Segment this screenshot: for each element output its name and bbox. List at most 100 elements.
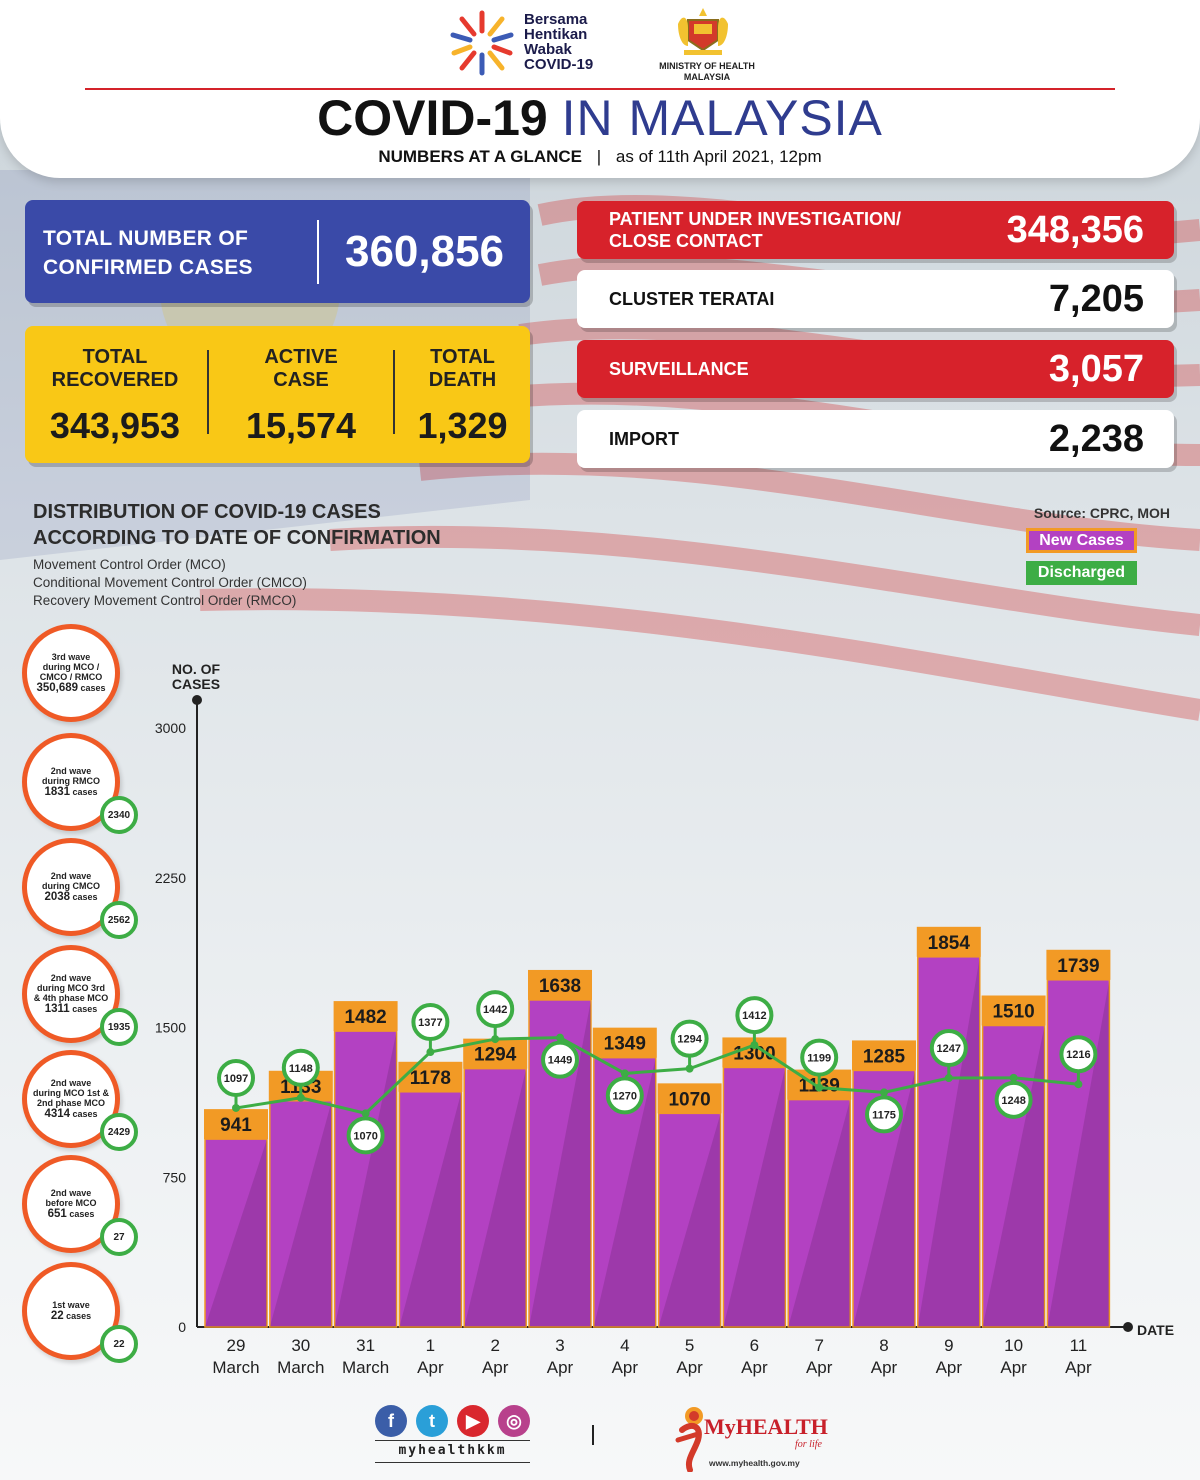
wave-label: 2nd wave [50, 766, 92, 776]
discharged-marker [735, 996, 774, 1035]
bar-label-bg [333, 1001, 398, 1032]
x-tick-label: March [212, 1358, 259, 1377]
discharged-value-label: 1097 [224, 1073, 248, 1085]
ministry-label: MINISTRY OF HEALTH MALAYSIA [640, 61, 774, 83]
discharged-value-label: 1412 [742, 1010, 766, 1022]
x-tick-label: 1 [426, 1336, 435, 1355]
bar-shade [788, 1099, 851, 1327]
x-tick-label: Apr [547, 1358, 574, 1377]
x-tick-label: Apr [676, 1358, 703, 1377]
wave-circle: 2nd wave during CMCO 2038 cases [22, 838, 120, 936]
discharged-value-label: 1199 [807, 1053, 831, 1065]
facebook-icon[interactable]: f [375, 1405, 407, 1437]
discharged-value-label: 1270 [613, 1090, 637, 1102]
bar-new-cases [657, 1112, 722, 1328]
cluster-value: 7,205 [1048, 277, 1144, 320]
chart-title: DISTRIBUTION OF COVID-19 CASES ACCORDING… [33, 499, 493, 551]
confirmed-label: TOTAL NUMBER OF CONFIRMED CASES [43, 224, 293, 282]
bar-value-label: 1294 [474, 1045, 517, 1066]
source-label: Source: CPRC, MOH [1033, 505, 1170, 521]
page-subtitle: NUMBERS AT A GLANCE | as of 11th April 2… [0, 147, 1200, 167]
discharged-value-label: 1070 [353, 1130, 377, 1142]
title-malaysia: IN MALAYSIA [561, 90, 883, 146]
twitter-icon[interactable]: t [416, 1405, 448, 1437]
pui-card: PATIENT UNDER INVESTIGATION/ CLOSE CONTA… [577, 201, 1174, 259]
discharged-marker [605, 1076, 644, 1115]
x-tick-label: 31 [356, 1336, 375, 1355]
discharged-value-label: 1442 [483, 1004, 507, 1016]
y-tick-label: 1500 [155, 1020, 186, 1036]
wave-label: 1st wave [52, 1300, 90, 1310]
bar-label-bg [852, 1040, 916, 1071]
cases-bar-chart: NO. OFCASESDATE075015002250300094129Marc… [155, 661, 1174, 1377]
discharged-marker [217, 1058, 255, 1097]
discharged-value-label: 1216 [1066, 1049, 1090, 1061]
myhealth-url[interactable]: www.myhealth.gov.my [709, 1458, 800, 1468]
wave-case-unit: cases [66, 1209, 95, 1219]
wave-label: 2nd wave [50, 871, 92, 881]
divider [375, 1462, 530, 1463]
x-tick-label: Apr [806, 1358, 833, 1377]
bar-shade [205, 1139, 267, 1327]
bar-label-bg [592, 1027, 657, 1058]
bar-new-cases [722, 1066, 787, 1328]
social-icons: f t ▶ ◎ [375, 1405, 530, 1445]
discharged-marker [670, 1019, 709, 1058]
discharged-marker [346, 1116, 385, 1155]
bar-new-cases [463, 1067, 527, 1328]
discharged-marker [541, 1040, 579, 1079]
brand-tagline: for life [795, 1439, 822, 1450]
wave-label: before MCO [45, 1198, 97, 1208]
wave-label: 2nd wave [50, 1078, 92, 1088]
bar-shade [853, 1070, 915, 1327]
confirmed-cases-card: TOTAL NUMBER OF CONFIRMED CASES 360,856 [25, 200, 530, 303]
wave-label: 2nd phase MCO [36, 1098, 105, 1108]
x-tick-label: 30 [291, 1336, 310, 1355]
bar-label-bg [981, 995, 1046, 1026]
x-tick-label: Apr [1065, 1358, 1092, 1377]
bar-value-label: 1739 [1057, 956, 1099, 977]
youtube-icon[interactable]: ▶ [457, 1405, 489, 1437]
wave-case-unit: cases [78, 683, 106, 693]
instagram-icon[interactable]: ◎ [498, 1405, 530, 1437]
label-line: CASE [273, 369, 329, 391]
wave-case-count: 1311 [44, 1003, 70, 1015]
summary-card: TOTAL RECOVERED 343,953 ACTIVE CASE 15,5… [25, 326, 530, 463]
x-tick-label: 11 [1070, 1336, 1088, 1355]
x-tick-label: 5 [685, 1336, 694, 1355]
label-line: ACTIVE [264, 346, 338, 368]
wave-circle: 3rd wave during MCO / CMCO / RMCO 350,689 c… [22, 624, 120, 722]
divider [393, 350, 395, 434]
bar-label-bg [204, 1109, 268, 1140]
confirmed-label-line: TOTAL NUMBER OF [43, 227, 249, 250]
mco-note: Movement Control Order (MCO) [33, 557, 226, 572]
cluster-label: CLUSTER TERATAI [609, 289, 775, 309]
subtitle-date: as of 11th April 2021, 12pm [615, 147, 822, 166]
wave-discharged-badge: 27 [100, 1218, 138, 1256]
wave-case-unit: cases [70, 787, 98, 797]
discharged-value-label: 1247 [937, 1043, 961, 1055]
myhealth-logo-icon [675, 1407, 703, 1472]
wave-discharged-badge: 2562 [100, 901, 138, 939]
bar-shade [464, 1068, 527, 1327]
wave-label: 3rd wave [51, 652, 91, 662]
active-value: 15,574 [245, 405, 357, 446]
mco-notes: Movement Control Order (MCO) Conditional… [33, 556, 393, 610]
bar-shade [982, 1025, 1045, 1327]
bar-new-cases [269, 1100, 333, 1328]
y-tick-label: 2250 [155, 870, 186, 886]
surveillance-value: 3,057 [1048, 347, 1144, 390]
bar-label-bg [657, 1083, 722, 1114]
legend-discharged: Discharged [1026, 561, 1137, 585]
bar-label-bg [398, 1061, 463, 1092]
x-tick-label: 29 [227, 1336, 246, 1355]
discharged-value-label: 1449 [548, 1055, 572, 1067]
wave-count: 651 cases [48, 1208, 95, 1220]
bar-value-label: 1070 [668, 1089, 710, 1110]
divider [317, 220, 319, 284]
discharged-marker [411, 1003, 450, 1042]
bar-shade [593, 1057, 656, 1327]
bar-value-label: 1285 [863, 1046, 906, 1067]
discharged-marker [994, 1080, 1033, 1119]
wave-label: during RMCO [42, 776, 100, 786]
